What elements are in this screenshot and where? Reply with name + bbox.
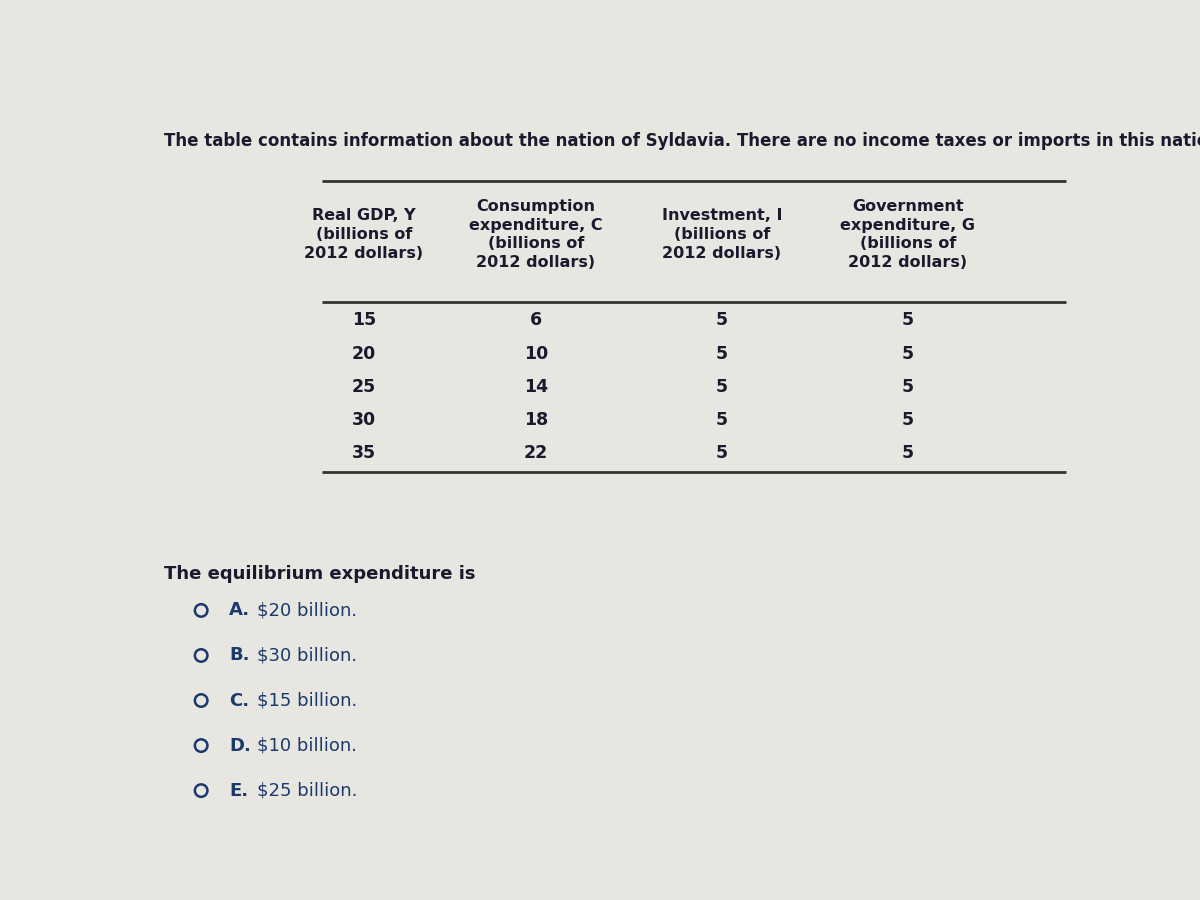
Text: 5: 5 [902,378,914,396]
Text: E.: E. [229,781,248,799]
Text: 6: 6 [530,311,542,329]
Text: Investment, I
(billions of
2012 dollars): Investment, I (billions of 2012 dollars) [661,209,782,261]
Text: 18: 18 [524,411,548,429]
Text: Consumption
expenditure, C
(billions of
2012 dollars): Consumption expenditure, C (billions of … [469,199,602,270]
Text: 5: 5 [716,311,728,329]
Text: $10 billion.: $10 billion. [257,736,356,754]
Text: A.: A. [229,601,250,619]
Text: Real GDP, Y
(billions of
2012 dollars): Real GDP, Y (billions of 2012 dollars) [305,209,424,261]
Text: 10: 10 [524,345,548,363]
Text: 14: 14 [524,378,548,396]
Text: 25: 25 [352,378,376,396]
Text: $25 billion.: $25 billion. [257,781,358,799]
Text: 5: 5 [716,445,728,463]
Text: 30: 30 [352,411,376,429]
Text: B.: B. [229,646,250,664]
Text: 5: 5 [716,345,728,363]
Text: D.: D. [229,736,251,754]
Text: C.: C. [229,691,250,709]
Text: 5: 5 [716,411,728,429]
Text: 5: 5 [716,378,728,396]
Text: 5: 5 [902,411,914,429]
Text: Government
expenditure, G
(billions of
2012 dollars): Government expenditure, G (billions of 2… [840,199,976,270]
Text: 15: 15 [352,311,376,329]
Text: $30 billion.: $30 billion. [257,646,358,664]
Text: 22: 22 [524,445,548,463]
Text: 5: 5 [902,445,914,463]
Text: $15 billion.: $15 billion. [257,691,358,709]
Text: 5: 5 [902,345,914,363]
Text: 35: 35 [352,445,376,463]
Text: $20 billion.: $20 billion. [257,601,358,619]
Text: The table contains information about the nation of Syldavia. There are no income: The table contains information about the… [164,132,1200,150]
Text: The equilibrium expenditure is: The equilibrium expenditure is [164,565,475,583]
Text: 5: 5 [902,311,914,329]
Text: 20: 20 [352,345,376,363]
